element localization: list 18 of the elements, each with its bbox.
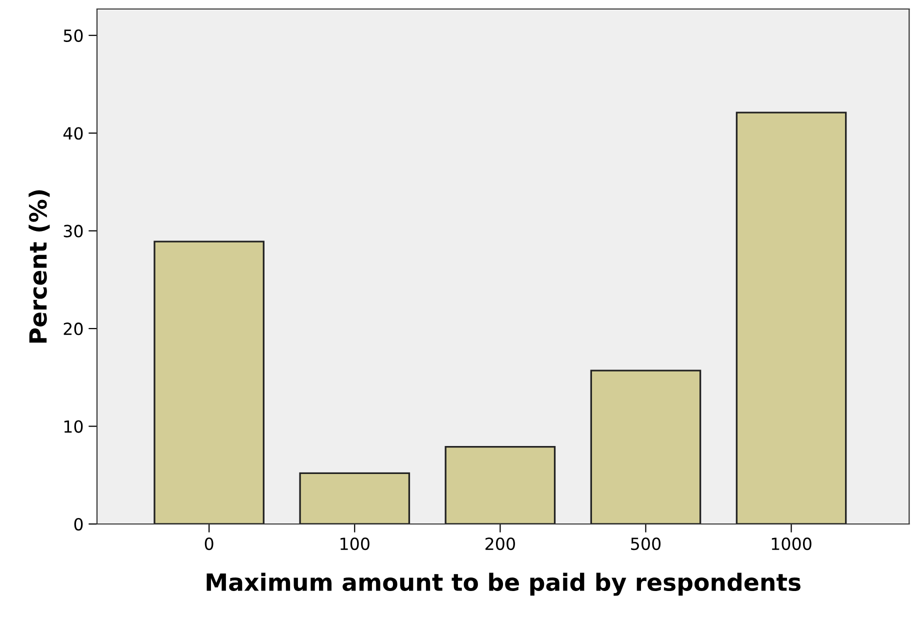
y-axis-title: Percent (%) bbox=[28, 190, 50, 343]
x-tick-label: 200 bbox=[485, 537, 515, 550]
bar bbox=[444, 446, 556, 524]
y-tick-label: 20 bbox=[64, 322, 83, 336]
y-tick-label: 0 bbox=[74, 518, 83, 531]
x-tick-label: 0 bbox=[204, 537, 214, 550]
x-axis-title: Maximum amount to be paid by respondents bbox=[206, 572, 800, 596]
y-tick-label: 30 bbox=[64, 224, 83, 238]
x-tick-label: 500 bbox=[631, 537, 661, 550]
bar bbox=[590, 370, 702, 524]
bar bbox=[299, 472, 410, 524]
bar bbox=[736, 112, 847, 524]
y-tick-label: 40 bbox=[63, 127, 83, 140]
bar bbox=[154, 240, 264, 524]
y-tick-label: 50 bbox=[64, 29, 83, 42]
x-tick-label: 1000 bbox=[772, 537, 812, 550]
x-tick-label: 100 bbox=[340, 537, 370, 550]
y-tick-label: 10 bbox=[64, 420, 83, 433]
